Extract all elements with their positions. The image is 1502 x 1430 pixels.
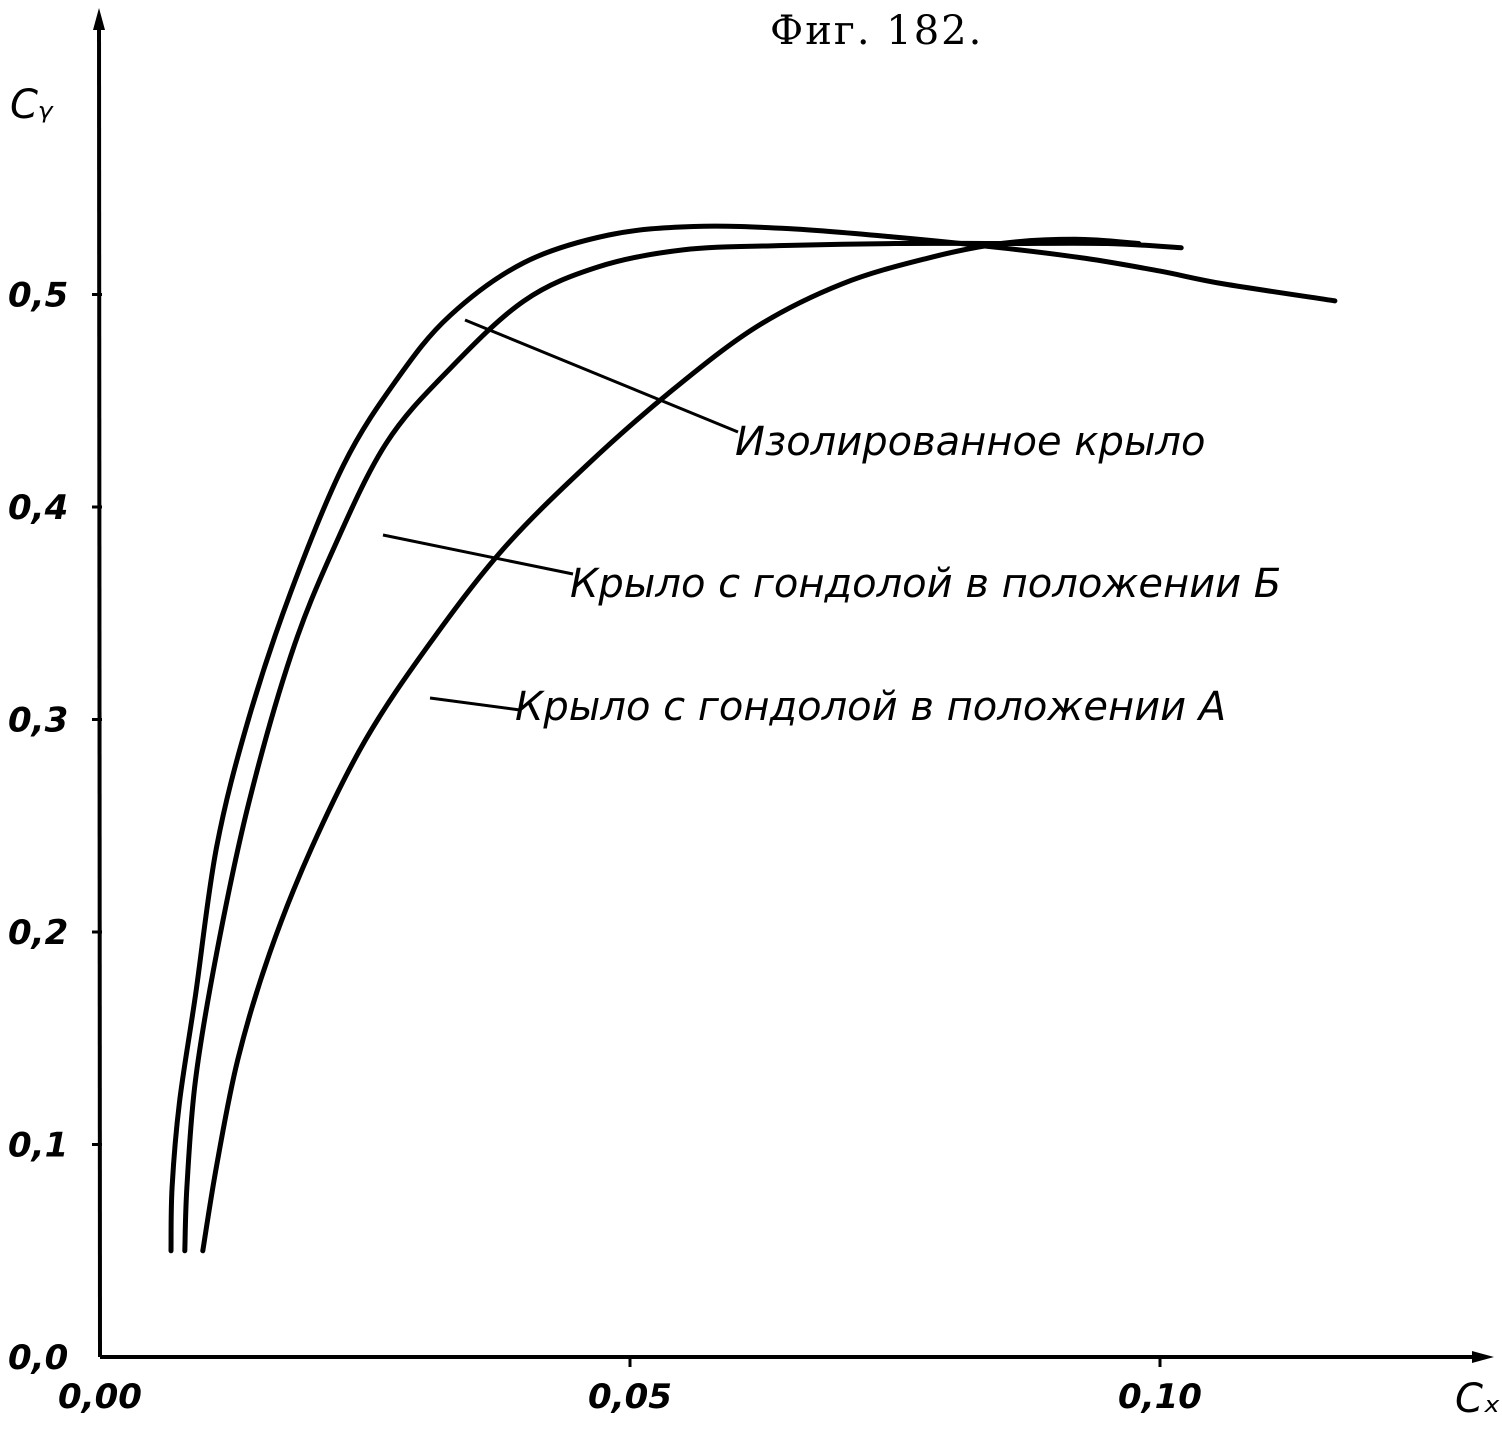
axes: Cᵧ Cₓ	[10, 8, 1501, 1422]
annotation-wing-nacelle-a-leader	[429, 696, 521, 712]
annotation-isolated-wing-label: Изолированное крыло	[735, 419, 1205, 465]
series-wing-nacelle-b	[182, 240, 1184, 1254]
annotation-wing-nacelle-a-label: Крыло с гондолой в положении А	[515, 684, 1226, 730]
x-tick-label: 0,05	[588, 1377, 672, 1417]
annotations: Изолированное крыло Крыло с гондолой в по…	[382, 318, 1281, 730]
y-tick-label: 0,5	[8, 276, 68, 316]
y-axis-arrow	[93, 8, 105, 30]
y-tick-label: 0,0	[8, 1338, 68, 1378]
y-tick-label: 0,2	[8, 913, 68, 953]
x-axis-label: Cₓ	[1455, 1376, 1501, 1422]
annotation-isolated-wing-leader	[464, 318, 739, 434]
annotation-wing-nacelle-b-leader	[382, 533, 574, 576]
y-axis-line	[97, 19, 102, 1358]
y-tick-label: 0,4	[8, 488, 68, 528]
x-tick-label: 0,10	[1118, 1377, 1202, 1417]
figure-title: Фиг. 182.	[770, 8, 984, 54]
y-tick-label: 0,3	[8, 701, 68, 741]
series-group	[168, 223, 1338, 1254]
annotation-wing-nacelle-b-label: Крыло с гондолой в положении Б	[570, 561, 1281, 607]
x-axis-arrow	[1472, 1351, 1494, 1363]
series-wing-nacelle-a	[200, 236, 1142, 1254]
x-tick-label: 0,00	[58, 1377, 142, 1417]
ticks: 0,0 0,1 0,2 0,3 0,4 0,5 0,00 0,05 0,10	[8, 276, 1202, 1418]
y-axis-label: Cᵧ	[10, 82, 54, 128]
y-tick-label: 0,1	[8, 1126, 68, 1166]
series-isolated-wing	[168, 223, 1338, 1254]
